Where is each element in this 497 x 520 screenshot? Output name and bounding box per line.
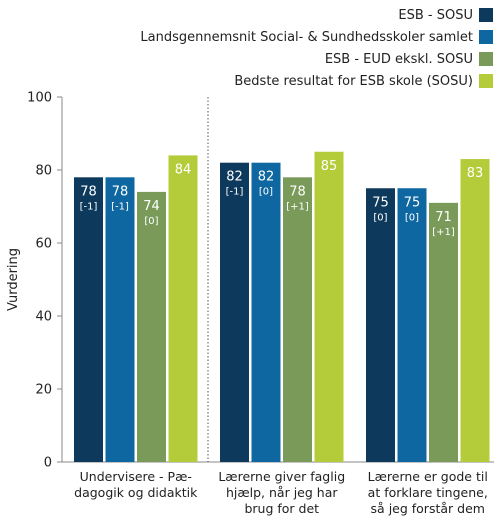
bar-value-label: 78 <box>80 184 97 199</box>
bar-value-label: 78 <box>112 184 129 199</box>
y-tick-label: 0 <box>44 456 52 471</box>
bar-value-label: 78 <box>289 184 306 199</box>
legend-item: Bedste resultat for ESB skole (SOSU) <box>140 70 493 92</box>
bar <box>429 202 458 462</box>
bar-change-label: [-1] <box>80 201 98 212</box>
legend-swatch <box>479 8 493 22</box>
legend-swatch <box>479 30 493 44</box>
y-tick-label: 40 <box>35 310 52 325</box>
y-tick-label: 60 <box>35 237 52 252</box>
bar-value-label: 74 <box>143 199 160 214</box>
x-tick-label: hjælp, når jeg har <box>226 485 338 500</box>
legend-label: Landsgennemsnit Social- & Sundhedsskoler… <box>140 29 473 45</box>
bar-change-label: [-1] <box>226 187 244 198</box>
bar <box>74 177 103 463</box>
legend: ESB - SOSU Landsgennemsnit Social- & Sun… <box>140 4 493 92</box>
bar-value-label: 83 <box>467 166 484 181</box>
bar-value-label: 84 <box>175 162 192 177</box>
bar <box>251 162 281 462</box>
bar <box>460 159 490 463</box>
bar <box>314 151 344 462</box>
x-tick-label: så jeg forstår dem <box>371 501 485 516</box>
legend-item: ESB - SOSU <box>140 4 493 26</box>
legend-item: ESB - EUD ekskl. SOSU <box>140 48 493 70</box>
bar <box>283 177 312 463</box>
bar <box>220 162 249 462</box>
legend-label: Bedste resultat for ESB skole (SOSU) <box>234 73 473 89</box>
bar <box>397 188 427 462</box>
bar <box>137 191 166 462</box>
x-tick-label: Lærerne er gode til <box>368 469 488 484</box>
bar <box>168 155 198 462</box>
bar-value-label: 75 <box>372 195 389 210</box>
x-tick-label: Undervisere - Pæ- <box>80 469 192 484</box>
legend-item: Landsgennemsnit Social- & Sundhedsskoler… <box>140 26 493 48</box>
y-tick-label: 80 <box>35 164 52 179</box>
bar-value-label: 82 <box>258 170 275 185</box>
y-axis-title: Vurdering <box>6 248 21 311</box>
bar-change-label: [+1] <box>432 227 455 238</box>
legend-label: ESB - EUD ekskl. SOSU <box>324 51 473 67</box>
x-tick-label: dagogik og didaktik <box>74 485 198 500</box>
bar <box>366 188 395 462</box>
legend-label: ESB - SOSU <box>398 7 473 23</box>
bar-value-label: 71 <box>435 210 452 225</box>
legend-swatch <box>479 74 493 88</box>
legend-swatch <box>479 52 493 66</box>
x-tick-label: Lærerne giver faglig <box>218 469 345 484</box>
bar-change-label: [0] <box>259 187 273 198</box>
bar-change-label: [0] <box>144 216 158 227</box>
y-tick-label: 20 <box>35 383 52 398</box>
bar-change-label: [+1] <box>286 201 309 212</box>
bar-change-label: [-1] <box>111 201 129 212</box>
bar <box>105 177 135 463</box>
bar-value-label: 75 <box>404 195 421 210</box>
bar-change-label: [0] <box>373 212 387 223</box>
bar-value-label: 85 <box>321 159 338 174</box>
y-tick-label: 100 <box>27 91 52 106</box>
bar-change-label: [0] <box>405 212 419 223</box>
x-tick-label: at forklare tingene, <box>368 485 488 500</box>
bar-value-label: 82 <box>226 170 243 185</box>
x-tick-label: brug for det <box>244 501 319 516</box>
